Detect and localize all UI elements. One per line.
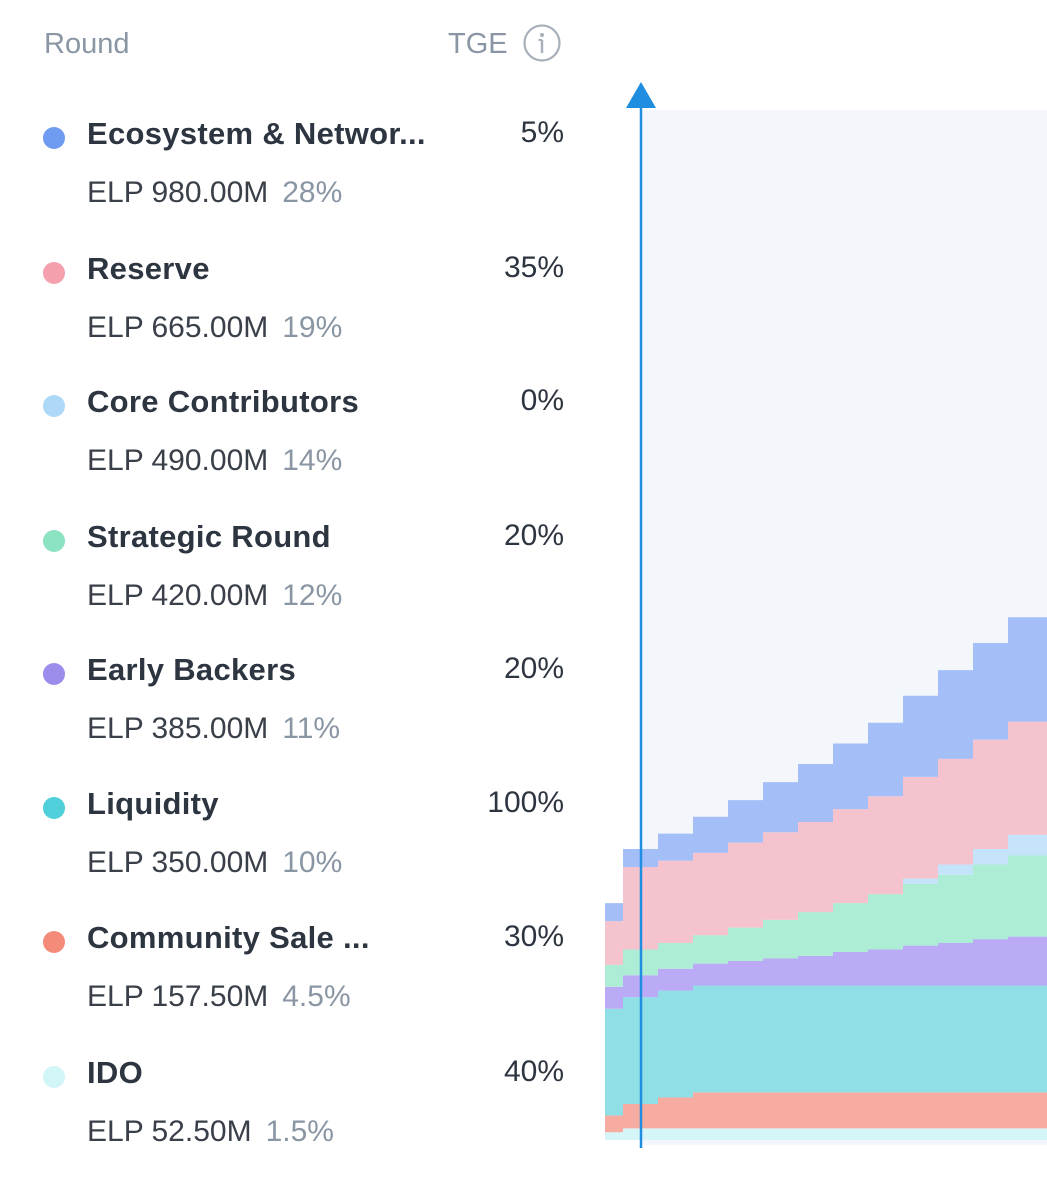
- round-legend: Round TGE Ecosystem & Networ... 5% ELP 9…: [0, 23, 600, 1175]
- round-name: Reserve: [87, 251, 210, 286]
- area-community-sale: [605, 1092, 1047, 1133]
- round-row-reserve[interactable]: Reserve 35% ELP 665.00M 19%: [0, 251, 600, 371]
- area-strategic-round: [605, 855, 1047, 987]
- round-row-early-backers[interactable]: Early Backers 20% ELP 385.00M 11%: [0, 652, 600, 772]
- round-row-ido[interactable]: IDO 40% ELP 52.50M 1.5%: [0, 1055, 600, 1175]
- round-tge: 20%: [503, 519, 564, 552]
- round-share: 11%: [282, 712, 341, 745]
- round-tge: 5%: [520, 116, 564, 149]
- chart-stacked-areas: [605, 617, 1047, 1140]
- round-row-strategic[interactable]: Strategic Round 20% ELP 420.00M 12%: [0, 519, 600, 639]
- round-amount: ELP 490.00M 14%: [87, 444, 343, 477]
- round-amount: ELP 157.50M 4.5%: [87, 980, 351, 1013]
- round-share: 12%: [282, 579, 343, 612]
- round-color-dot: [43, 127, 65, 149]
- round-amount: ELP 420.00M 12%: [87, 579, 343, 612]
- tge-marker-arrow-icon: [626, 82, 656, 108]
- round-share: 14%: [282, 444, 343, 477]
- round-tge: 35%: [503, 251, 564, 284]
- area-ido: [605, 1128, 1047, 1140]
- round-name: IDO: [87, 1055, 144, 1090]
- round-color-dot: [43, 663, 65, 685]
- info-icon[interactable]: [522, 23, 562, 63]
- round-share: 10%: [282, 846, 343, 879]
- round-tge: 20%: [503, 652, 564, 685]
- round-row-community-sale[interactable]: Community Sale ... 30% ELP 157.50M 4.5%: [0, 920, 600, 1040]
- round-name: Community Sale ...: [87, 920, 370, 955]
- round-tge: 100%: [487, 786, 564, 819]
- round-header: Round: [44, 28, 130, 60]
- round-name: Liquidity: [87, 786, 219, 821]
- round-tge: 30%: [503, 920, 564, 953]
- area-ecosystem-network: [605, 617, 1047, 922]
- area-reserve: [605, 721, 1047, 965]
- round-color-dot: [43, 1066, 65, 1088]
- round-name: Early Backers: [87, 652, 297, 687]
- round-amount: ELP 385.00M 11%: [87, 712, 341, 745]
- round-color-dot: [43, 931, 65, 953]
- round-color-dot: [43, 262, 65, 284]
- round-share: 19%: [282, 311, 343, 344]
- round-share: 1.5%: [265, 1115, 334, 1148]
- round-amount: ELP 350.00M 10%: [87, 846, 343, 879]
- round-tge: 0%: [520, 384, 564, 417]
- tge-header: TGE: [448, 28, 508, 60]
- round-amount: ELP 980.00M 28%: [87, 176, 343, 209]
- round-name: Core Contributors: [87, 384, 360, 419]
- round-name: Ecosystem & Networ...: [87, 116, 426, 151]
- round-color-dot: [43, 530, 65, 552]
- tge-marker: [626, 82, 656, 1148]
- round-row-ecosystem[interactable]: Ecosystem & Networ... 5% ELP 980.00M 28%: [0, 116, 600, 236]
- round-color-dot: [43, 797, 65, 819]
- round-tge: 40%: [503, 1055, 564, 1088]
- round-amount: ELP 52.50M 1.5%: [87, 1115, 334, 1148]
- round-amount: ELP 665.00M 19%: [87, 311, 343, 344]
- area-liquidity: [605, 985, 1047, 1116]
- round-share: 28%: [282, 176, 343, 209]
- unlock-schedule-chart: [605, 82, 1047, 1148]
- round-row-core-contributors[interactable]: Core Contributors 0% ELP 490.00M 14%: [0, 384, 600, 504]
- area-early-backers: [605, 936, 1047, 1009]
- round-name: Strategic Round: [87, 519, 331, 554]
- round-row-liquidity[interactable]: Liquidity 100% ELP 350.00M 10%: [0, 786, 600, 906]
- round-share: 4.5%: [282, 980, 351, 1013]
- round-color-dot: [43, 395, 65, 417]
